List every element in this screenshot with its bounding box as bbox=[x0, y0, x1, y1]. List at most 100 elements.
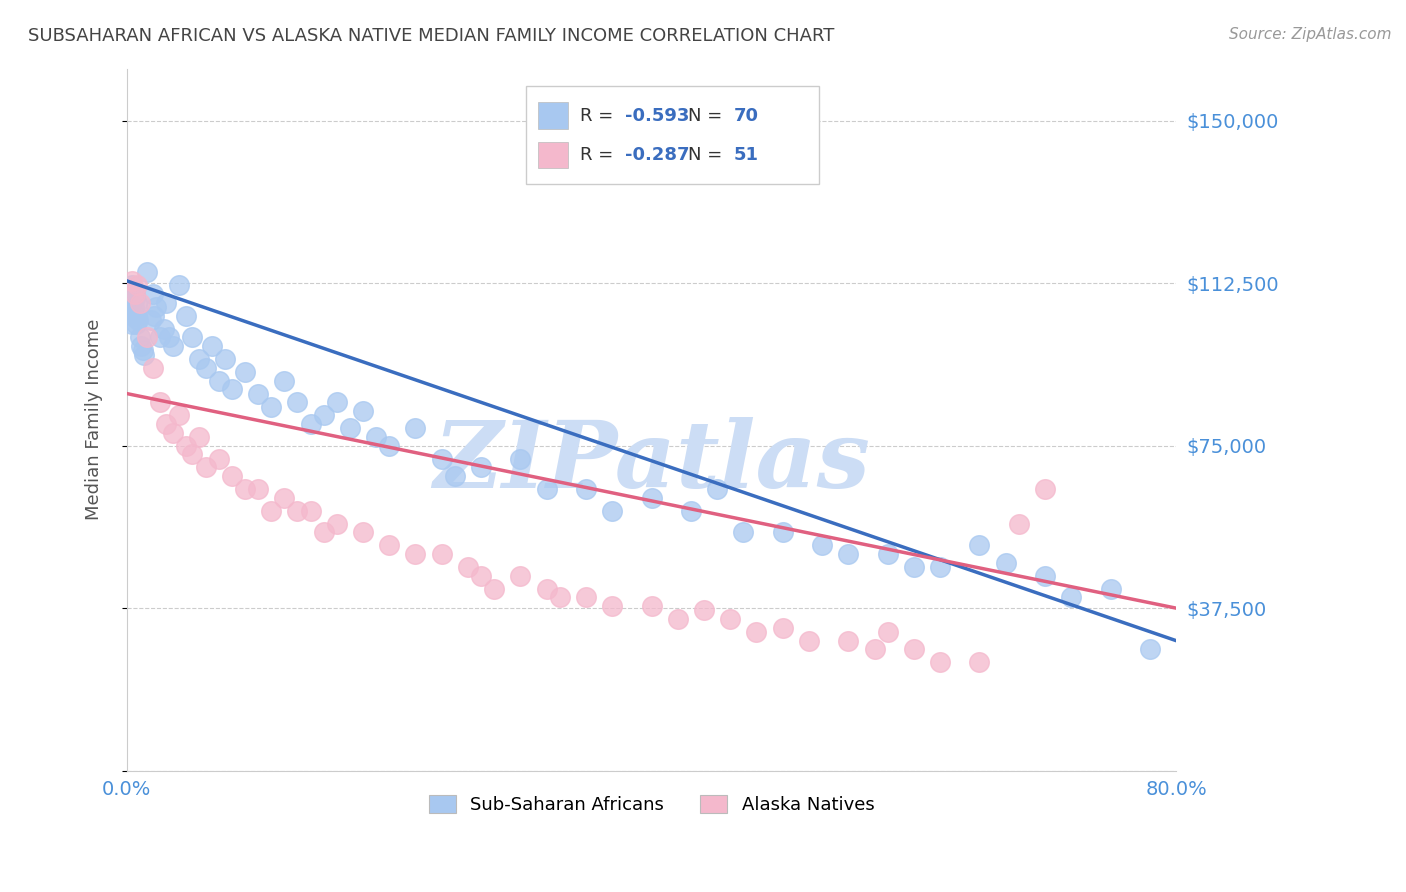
Point bbox=[600, 599, 623, 613]
Text: SUBSAHARAN AFRICAN VS ALASKA NATIVE MEDIAN FAMILY INCOME CORRELATION CHART: SUBSAHARAN AFRICAN VS ALASKA NATIVE MEDI… bbox=[28, 27, 835, 45]
Point bbox=[273, 491, 295, 505]
Text: R =: R = bbox=[581, 146, 619, 164]
Point bbox=[470, 568, 492, 582]
Point bbox=[157, 330, 180, 344]
Point bbox=[287, 503, 309, 517]
Point bbox=[233, 365, 256, 379]
Point bbox=[287, 395, 309, 409]
Point bbox=[145, 300, 167, 314]
Point bbox=[124, 286, 146, 301]
Point bbox=[125, 309, 148, 323]
Point bbox=[929, 656, 952, 670]
Point bbox=[188, 351, 211, 366]
Point bbox=[443, 469, 465, 483]
Point bbox=[404, 421, 426, 435]
Point bbox=[876, 625, 898, 640]
Point bbox=[181, 447, 204, 461]
Point bbox=[1033, 482, 1056, 496]
Text: -0.287: -0.287 bbox=[626, 146, 690, 164]
Point bbox=[312, 525, 335, 540]
Text: 51: 51 bbox=[734, 146, 758, 164]
Point bbox=[575, 482, 598, 496]
Point bbox=[837, 547, 859, 561]
Point bbox=[131, 343, 153, 358]
Text: ZIPatlas: ZIPatlas bbox=[433, 417, 870, 507]
Point bbox=[260, 400, 283, 414]
Legend: Sub-Saharan Africans, Alaska Natives: Sub-Saharan Africans, Alaska Natives bbox=[418, 784, 886, 825]
Point bbox=[120, 295, 142, 310]
Point bbox=[693, 603, 716, 617]
Point bbox=[142, 360, 165, 375]
Point bbox=[536, 582, 558, 596]
Point bbox=[247, 386, 270, 401]
Bar bbox=[538, 142, 568, 169]
Point bbox=[129, 330, 152, 344]
Point bbox=[863, 642, 886, 657]
Point bbox=[124, 286, 146, 301]
Point bbox=[181, 330, 204, 344]
Point bbox=[260, 503, 283, 517]
Point bbox=[404, 547, 426, 561]
Point bbox=[139, 313, 162, 327]
Point bbox=[221, 382, 243, 396]
Point bbox=[430, 547, 453, 561]
Point bbox=[149, 330, 172, 344]
Point bbox=[733, 525, 755, 540]
Point bbox=[430, 451, 453, 466]
Point bbox=[135, 265, 157, 279]
Point bbox=[470, 460, 492, 475]
Point bbox=[135, 330, 157, 344]
Point bbox=[640, 491, 662, 505]
Point bbox=[811, 538, 834, 552]
Point bbox=[131, 339, 153, 353]
Point bbox=[125, 318, 148, 332]
Point bbox=[312, 409, 335, 423]
Point bbox=[299, 417, 322, 431]
Point bbox=[155, 295, 177, 310]
Point bbox=[174, 439, 197, 453]
Point bbox=[194, 360, 217, 375]
Point bbox=[903, 560, 925, 574]
Point bbox=[208, 374, 231, 388]
Bar bbox=[538, 103, 568, 129]
Text: R =: R = bbox=[581, 106, 619, 125]
Text: N =: N = bbox=[689, 106, 728, 125]
Y-axis label: Median Family Income: Median Family Income bbox=[86, 319, 103, 520]
Point bbox=[797, 633, 820, 648]
Point bbox=[129, 295, 152, 310]
Point bbox=[772, 621, 794, 635]
Point bbox=[366, 430, 388, 444]
Point bbox=[640, 599, 662, 613]
Point bbox=[509, 568, 531, 582]
Bar bbox=[526, 86, 820, 185]
Point bbox=[666, 612, 689, 626]
Point bbox=[378, 538, 401, 552]
Point bbox=[876, 547, 898, 561]
Point bbox=[127, 313, 149, 327]
Point bbox=[121, 274, 143, 288]
Point bbox=[745, 625, 768, 640]
Point bbox=[201, 339, 224, 353]
Point bbox=[122, 309, 145, 323]
Point bbox=[1139, 642, 1161, 657]
Point bbox=[142, 286, 165, 301]
Point bbox=[162, 339, 184, 353]
Point bbox=[169, 278, 191, 293]
Point bbox=[221, 469, 243, 483]
Point bbox=[509, 451, 531, 466]
Point bbox=[174, 309, 197, 323]
Point bbox=[143, 309, 166, 323]
Point bbox=[706, 482, 728, 496]
Text: Source: ZipAtlas.com: Source: ZipAtlas.com bbox=[1229, 27, 1392, 42]
Point bbox=[121, 318, 143, 332]
Point bbox=[548, 591, 571, 605]
Point bbox=[188, 430, 211, 444]
Point bbox=[378, 439, 401, 453]
Point bbox=[929, 560, 952, 574]
Point bbox=[482, 582, 505, 596]
Point bbox=[339, 421, 361, 435]
Point bbox=[994, 556, 1017, 570]
Point bbox=[122, 300, 145, 314]
Point bbox=[208, 451, 231, 466]
Point bbox=[326, 516, 349, 531]
